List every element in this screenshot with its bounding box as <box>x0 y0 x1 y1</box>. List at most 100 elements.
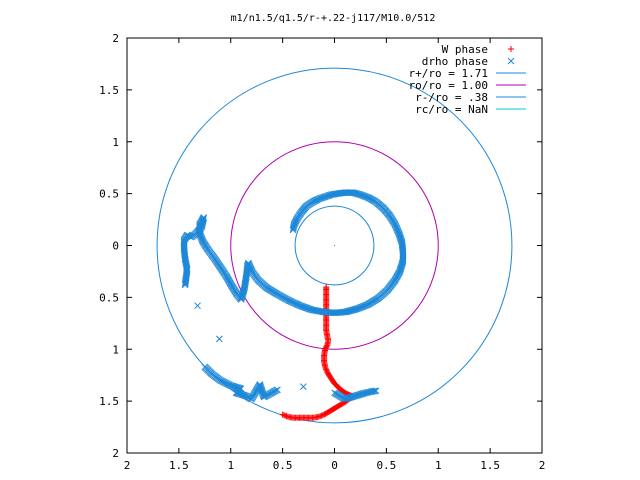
drho-phase-point-b <box>301 303 309 311</box>
legend-r-plus-label: r+/ro = 1.71 <box>409 67 488 80</box>
drho-phase-point-b <box>349 189 357 196</box>
drho-phase-point-b <box>372 387 380 395</box>
y-tick-label: 0.5 <box>99 188 119 201</box>
drho-phase-point-b <box>303 304 311 312</box>
drho-phase-point-b <box>352 189 359 197</box>
legend-drho-phase-label: drho phase <box>422 55 488 68</box>
drho-phase-point-b <box>181 255 189 263</box>
x-tick-label: 1 <box>435 459 442 472</box>
drho-phase-point-b <box>397 234 404 242</box>
y-tick-label: 1.5 <box>99 395 119 408</box>
drho-phase-point-b <box>229 382 237 390</box>
drho-phase-point-b <box>396 266 404 274</box>
drho-phase-point-b <box>238 294 245 302</box>
drho-phase-point-b <box>307 306 314 313</box>
drho-phase-point-b <box>358 191 365 199</box>
drho-phase-point-b <box>240 391 248 399</box>
drho-phase-point-b <box>298 302 305 310</box>
x-tick-label: 1 <box>227 459 234 472</box>
drho-phase-series <box>180 189 407 403</box>
legend-w-phase-label: W phase <box>442 43 488 56</box>
drho-phase-point-b <box>257 383 264 391</box>
drho-phase-point-b <box>181 280 189 288</box>
drho-phase-point-b <box>300 303 308 311</box>
drho-phase-point-b <box>257 384 265 392</box>
drho-phase-point-b <box>302 304 310 312</box>
drho-phase-point-b <box>304 305 312 312</box>
drho-phase-point-b <box>228 382 236 390</box>
drho-phase-point-b <box>198 236 206 244</box>
drho-phase-point-b <box>234 390 242 397</box>
drho-phase-point-b <box>239 391 247 399</box>
y-tick-label: 2 <box>112 32 119 45</box>
drho-phase-point-b <box>259 389 266 396</box>
data-series <box>180 189 407 421</box>
drho-phase-point-b <box>355 190 363 198</box>
drho-phase-point-b <box>300 383 307 390</box>
legend-r-c-label: rc/ro = NaN <box>415 103 488 116</box>
drho-phase-point-b <box>241 392 249 399</box>
x-tick-label: 2 <box>539 459 546 472</box>
drho-phase-point-b <box>306 305 313 313</box>
drho-phase-point-b <box>395 230 403 238</box>
drho-phase-point-b <box>396 232 403 239</box>
drho-phase-point-b <box>237 390 244 398</box>
drho-phase-point-b <box>361 193 369 200</box>
drho-phase-point-b <box>182 259 190 267</box>
drho-phase-point-b <box>227 382 235 389</box>
legend-r-minus-label: r-/ro = .38 <box>415 91 488 104</box>
reference-circle <box>156 67 513 424</box>
x-tick-label: 0.5 <box>273 459 293 472</box>
drho-phase-point-b <box>230 383 238 390</box>
drho-phase-point-b <box>194 302 201 310</box>
x-tick-label: 0 <box>331 459 338 472</box>
drho-phase-point-b <box>299 303 306 310</box>
y-tick-label: 0 <box>112 240 119 253</box>
x-tick-label: 0.5 <box>376 459 396 472</box>
drho-phase-point-b <box>181 281 189 289</box>
drho-phase-point-b <box>353 190 361 197</box>
chart-title: m1/n1.5/q1.5/r-+.22-j117/M10.0/512 <box>231 13 436 24</box>
drho-phase-point-b <box>256 382 264 390</box>
drho-phase-point-b <box>396 233 404 240</box>
drho-phase-point-b <box>182 258 189 265</box>
x-tick-label: 1.5 <box>169 459 189 472</box>
drho-phase-point-b <box>258 386 266 394</box>
drho-phase-point-b <box>354 190 362 198</box>
drho-phase-point-b <box>182 279 189 286</box>
drho-phase-point-b <box>199 237 207 245</box>
x-tick-label: 1.5 <box>480 459 500 472</box>
drho-phase-point-b <box>232 383 239 391</box>
drho-phase-point-b <box>198 234 205 242</box>
reference-circle <box>294 205 375 286</box>
drho-phase-point-b <box>197 233 205 240</box>
drho-phase-point-b <box>360 192 368 200</box>
reference-circles <box>156 67 513 424</box>
reference-circle <box>230 141 439 350</box>
y-tick-label: 1 <box>112 136 119 149</box>
axis-ticks: 2 1.5 1 0.5 0 0.5 1 1.5 221.510.500.511.52 <box>99 32 545 472</box>
drho-phase-point-b <box>507 57 515 65</box>
drho-phase-point-b <box>257 385 265 393</box>
drho-phase-point-b <box>312 307 319 314</box>
x-tick-label: 2 <box>124 459 131 472</box>
drho-phase-point-b <box>182 260 190 268</box>
y-tick-label: 0.5 <box>99 291 119 304</box>
drho-phase-point-b <box>359 192 367 199</box>
drho-phase-point-b <box>258 387 266 395</box>
drho-phase-point-b <box>364 193 371 201</box>
drho-phase-point-b <box>357 191 364 199</box>
drho-phase-point-b <box>351 189 358 197</box>
drho-phase-point-b <box>198 235 206 243</box>
origin-point <box>333 244 336 247</box>
drho-phase-point-b <box>363 193 370 201</box>
drho-phase-point-b <box>308 306 316 314</box>
drho-phase-point-b <box>395 229 403 237</box>
drho-phase-point-b <box>256 381 264 388</box>
drho-phase-point-b <box>371 387 379 395</box>
drho-phase-point-b <box>310 306 318 314</box>
drho-phase-point-b <box>309 306 317 314</box>
drho-phase-point-b <box>215 335 223 343</box>
drho-phase-point-b <box>232 389 240 397</box>
